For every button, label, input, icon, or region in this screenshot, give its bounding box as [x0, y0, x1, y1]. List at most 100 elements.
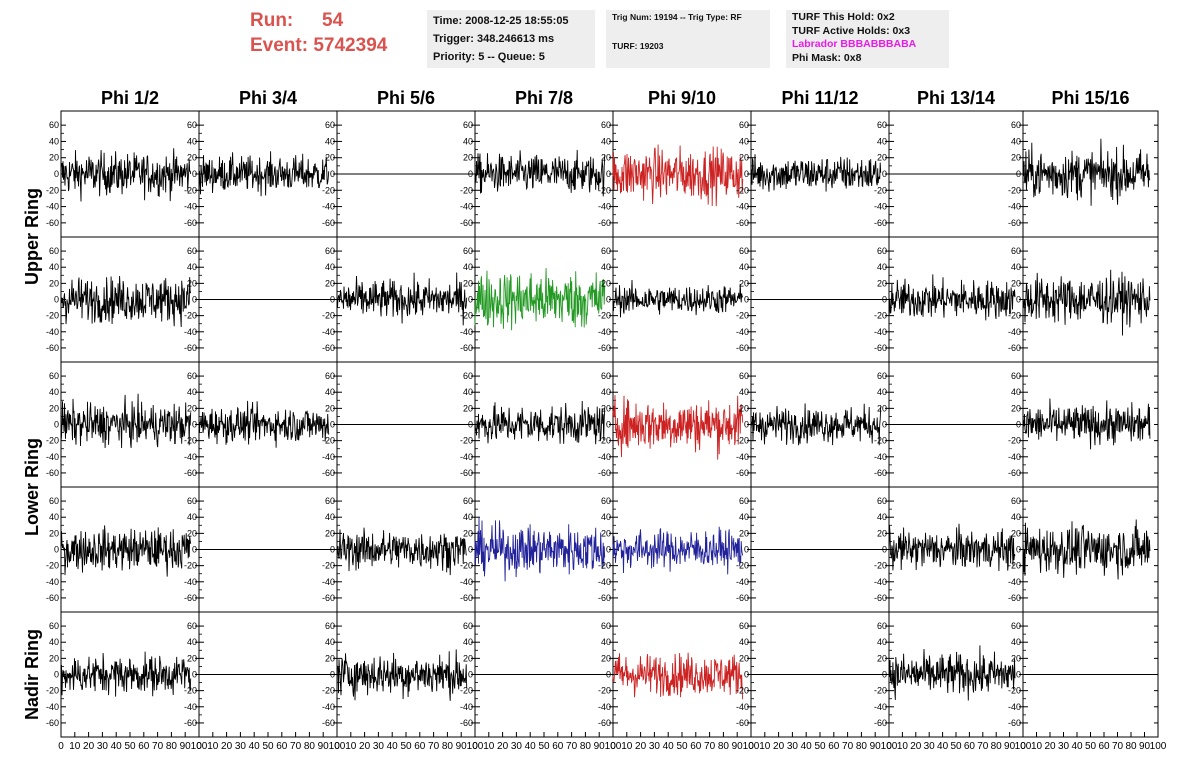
waveform-panel: -60 -40 -20 0 20 40 60	[874, 110, 1024, 238]
y-tick-label: 0	[192, 295, 197, 305]
waveform-trace	[888, 274, 1016, 321]
y-tick-label: -60	[460, 218, 473, 228]
run-label: Run:	[250, 10, 294, 31]
waveform-panel: -60 -40 -20 0 20 40 60	[736, 486, 890, 613]
x-tick-label: 60	[964, 741, 976, 752]
y-tick-label: -20	[46, 185, 59, 195]
row-header: Upper Ring	[22, 188, 42, 285]
waveform-panel: -60 -40 -20 0 20 40 60	[460, 486, 614, 613]
waveform-panel: -60 -40 -20 0 20 40 60	[460, 110, 614, 238]
y-tick-label: 60	[325, 120, 335, 130]
x-tick-label: 10	[483, 741, 495, 752]
run-value: 54	[322, 10, 344, 31]
y-tick-label: -40	[874, 327, 887, 337]
x-tick-label: 90	[456, 741, 468, 752]
x-tick-label: 10	[207, 741, 219, 752]
y-tick-label: -20	[874, 185, 887, 195]
y-tick-label: -20	[46, 436, 59, 446]
x-tick-label: 40	[801, 741, 813, 752]
y-tick-label: -60	[736, 718, 749, 728]
waveform-panel: -60 -40 -20 0 20 40 60	[874, 486, 1024, 613]
waveform-trace	[474, 149, 606, 197]
y-tick-label: 40	[601, 512, 611, 522]
y-tick-label: -40	[322, 202, 335, 212]
x-tick-label: 30	[924, 741, 936, 752]
y-tick-label: 40	[325, 512, 335, 522]
y-tick-label: 40	[463, 387, 473, 397]
y-tick-label: 0	[192, 169, 197, 179]
y-tick-label: 20	[877, 153, 887, 163]
x-tick-label: 40	[249, 741, 261, 752]
x-tick-label: 80	[442, 741, 454, 752]
y-tick-label: 0	[744, 670, 749, 680]
y-tick-label: 40	[463, 262, 473, 272]
y-tick-label: -60	[322, 343, 335, 353]
y-tick-label: 0	[606, 420, 611, 430]
x-tick-label: 70	[704, 741, 716, 752]
row-header: Nadir Ring	[22, 629, 42, 720]
y-tick-label: -40	[46, 577, 59, 587]
waveform-panel: -60 -40 -20 0 20 40 60	[874, 361, 1024, 488]
y-tick-label: -40	[874, 202, 887, 212]
waveform-panel: -60 -40 -20 0 20 40 60	[598, 486, 752, 613]
x-tick-label: 90	[1139, 741, 1151, 752]
column-header: Phi 7/8	[515, 88, 573, 108]
y-tick-label: 60	[187, 621, 197, 631]
y-tick-label: -20	[874, 311, 887, 321]
y-tick-label: -40	[736, 577, 749, 587]
column-header: Phi 3/4	[239, 88, 297, 108]
y-tick-label: 40	[1011, 637, 1021, 647]
x-tick-label: 90	[732, 741, 744, 752]
y-tick-label: -20	[1008, 185, 1021, 195]
x-tick-label: 90	[594, 741, 606, 752]
y-tick-label: 0	[882, 670, 887, 680]
waveform-panel: -60 -40 -20 0 20 40 60	[322, 110, 476, 238]
waveform-trace	[474, 268, 606, 331]
waveform-trace	[888, 523, 1016, 572]
y-tick-label: -20	[460, 561, 473, 571]
waveform-panel: -60 -40 -20 0 20 40 60	[874, 236, 1024, 363]
x-tick-label: 0	[472, 741, 478, 752]
y-tick-label: 20	[1011, 278, 1021, 288]
y-tick-label: -20	[736, 311, 749, 321]
time-info-box: Time: 2008-12-25 18:55:05 Trigger: 348.2…	[427, 10, 595, 68]
x-tick-label: 30	[1058, 741, 1070, 752]
waveform-panel: -60 -40 -20 0 20 40 60	[322, 236, 476, 363]
y-tick-label: -40	[736, 327, 749, 337]
y-tick-label: 60	[601, 371, 611, 381]
y-tick-label: -20	[460, 436, 473, 446]
x-tick-label: 100	[1015, 741, 1032, 752]
y-tick-label: -60	[322, 718, 335, 728]
y-tick-label: 60	[49, 246, 59, 256]
waveform-trace	[750, 154, 882, 192]
y-tick-label: 20	[739, 153, 749, 163]
y-tick-label: 0	[1016, 670, 1021, 680]
y-tick-label: -60	[322, 593, 335, 603]
x-tick-label: 90	[180, 741, 192, 752]
y-tick-label: -60	[460, 343, 473, 353]
waveform-panel: -60 -40 -20 0 20 40 60	[1008, 236, 1159, 363]
y-tick-label: 60	[187, 371, 197, 381]
y-tick-label: -60	[598, 718, 611, 728]
y-tick-label: 0	[882, 545, 887, 555]
trig-num-line: Trig Num: 19194 -- Trig Type: RF	[612, 12, 742, 22]
event-label: Event:	[250, 35, 309, 56]
y-tick-label: -60	[322, 218, 335, 228]
y-tick-label: 0	[192, 420, 197, 430]
y-tick-label: 40	[187, 637, 197, 647]
y-tick-label: 0	[468, 670, 473, 680]
y-tick-label: 60	[463, 120, 473, 130]
x-tick-label: 0	[334, 741, 340, 752]
turf-info-box: TURF This Hold: 0x2 TURF Active Holds: 0…	[786, 10, 949, 68]
y-tick-label: 60	[877, 246, 887, 256]
y-tick-label: 60	[739, 496, 749, 506]
turf-line: TURF: 19203	[612, 41, 664, 51]
y-tick-label: 60	[49, 621, 59, 631]
y-tick-label: 40	[601, 262, 611, 272]
y-tick-label: 60	[1011, 120, 1021, 130]
y-tick-label: -20	[598, 686, 611, 696]
y-tick-label: 60	[877, 496, 887, 506]
y-tick-label: 20	[187, 278, 197, 288]
waveform-trace	[60, 525, 192, 577]
